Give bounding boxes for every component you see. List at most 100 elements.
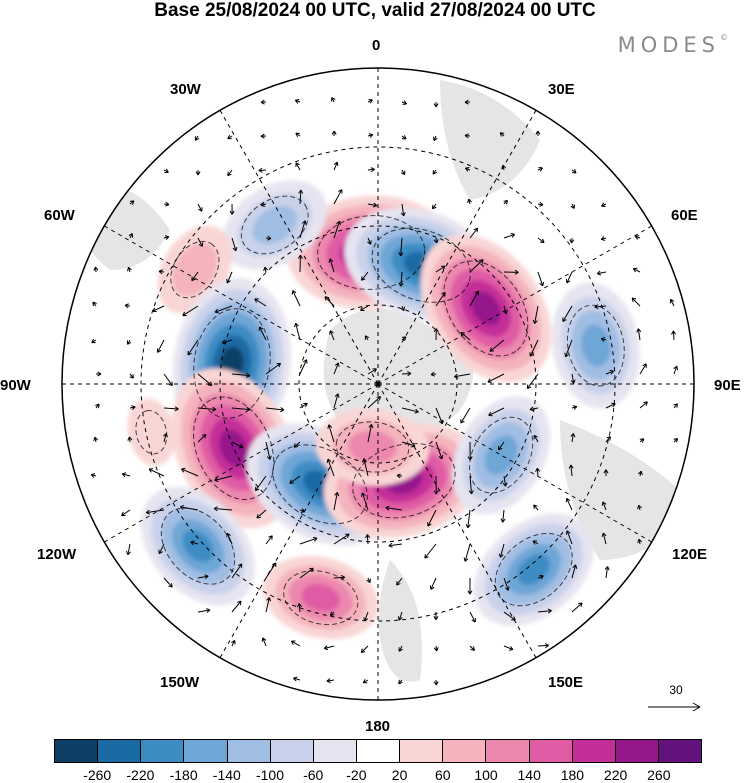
colorbar-tick-label: 260 <box>647 767 671 783</box>
wind-vector-arrow-icon <box>601 501 607 511</box>
wind-vector-arrow-icon <box>503 233 516 239</box>
wind-vector-arrow-icon <box>401 407 419 414</box>
wind-vector-arrow-icon <box>290 640 301 647</box>
height-contour <box>317 215 426 290</box>
wind-vector-arrow-icon <box>148 468 165 477</box>
wind-vector-arrow-icon <box>367 98 373 104</box>
height-contour <box>443 260 529 357</box>
wind-vector-arrow-icon <box>600 337 607 342</box>
wind-vector-arrow-icon <box>435 265 446 273</box>
wind-vector-arrow-icon <box>323 645 335 651</box>
latitude-circle <box>140 146 616 622</box>
wind-vector-arrow-icon <box>260 133 267 139</box>
wind-vector-arrow-icon <box>365 534 371 545</box>
wind-vector-arrow-icon <box>231 563 243 579</box>
anomaly-contour-fill <box>301 583 341 612</box>
wind-vector-arrow-icon <box>227 169 233 177</box>
wind-vector-arrow-icon <box>468 475 474 495</box>
wind-vector-arrow-icon <box>197 406 217 412</box>
wind-vector-arrow-icon <box>293 441 301 448</box>
wind-vector-arrow-icon <box>465 509 471 529</box>
wind-vector-arrow-icon <box>95 403 100 409</box>
wind-vector-arrow-icon <box>231 441 244 449</box>
wind-vector-arrow-icon <box>361 492 369 511</box>
wind-vector-arrow-icon <box>231 639 236 647</box>
wind-vector-arrow-icon <box>401 336 407 341</box>
wind-vector-arrow-icon <box>388 542 403 548</box>
wind-vector-arrow-icon <box>429 577 437 590</box>
height-contour <box>135 410 168 455</box>
wind-vector-arrow-icon <box>537 201 544 207</box>
wind-vector-arrow-icon <box>433 645 439 652</box>
wind-vector-arrow-icon <box>533 504 539 511</box>
wind-vector-arrow-icon <box>532 540 539 545</box>
wind-vector-arrow-icon <box>289 475 301 484</box>
colorbar-tick-label: -60 <box>303 767 324 783</box>
wind-vector-arrow-icon <box>487 373 505 383</box>
latitude-circle <box>219 225 537 543</box>
contour-layer <box>135 195 625 626</box>
colorbar-swatch <box>443 740 487 762</box>
wind-vector-arrow-icon <box>603 469 609 477</box>
wind-vector-arrow-icon <box>535 130 541 137</box>
latitude-circle <box>298 304 458 464</box>
colorbar-swatch <box>55 740 99 762</box>
anomaly-contour-fill <box>219 429 249 467</box>
wind-vector-arrow-icon <box>265 407 285 413</box>
wind-vector-arrow-icon <box>214 305 233 314</box>
lon-label-120e: 120E <box>672 546 708 563</box>
wind-vector-arrow-icon <box>537 574 544 580</box>
wind-vector-arrow-icon <box>433 475 439 495</box>
wind-vector-arrow-icon <box>570 373 576 384</box>
wind-vector-arrow-icon <box>213 506 233 512</box>
wind-vector-arrow-icon <box>367 202 378 208</box>
height-contour <box>193 308 271 419</box>
wind-vector-arrow-icon <box>565 497 573 511</box>
wind-vector-arrow-icon <box>158 543 165 555</box>
wind-vector-arrow-icon <box>639 438 645 443</box>
anomaly-contour-fill <box>252 205 298 245</box>
wind-vector-arrow-icon <box>673 403 678 409</box>
wind-vector-arrow-icon <box>569 237 575 244</box>
wind-vector-arrow-icon <box>121 472 131 478</box>
wind-vector-arrow-icon <box>464 167 471 172</box>
wind-vector-arrow-icon <box>398 237 404 257</box>
wind-vector-arrow-icon <box>401 135 407 140</box>
wind-vector-arrow-icon <box>191 271 199 282</box>
wind-vector-arrow-icon <box>673 365 679 375</box>
colorbar-swatch <box>529 740 573 762</box>
wind-vector-arrow-icon <box>367 133 374 138</box>
wind-vector-arrow-icon <box>187 339 199 356</box>
wind-vector-arrow-icon <box>326 458 335 477</box>
wind-vector-arrow-icon <box>503 199 508 205</box>
colorbar-tick-label: 60 <box>435 767 451 783</box>
wind-vector-arrow-icon <box>255 475 267 492</box>
wind-vector-arrow-icon <box>360 645 369 654</box>
height-contour <box>240 195 309 255</box>
height-contour <box>170 240 220 299</box>
wind-vector-arrow-icon <box>669 298 675 307</box>
lon-label-120w: 120W <box>37 546 77 563</box>
wind-vector-arrow-icon <box>634 235 641 240</box>
height-contour <box>352 442 456 519</box>
wind-vector-arrow-icon <box>265 441 272 460</box>
wind-vector-arrow-icon <box>537 271 545 287</box>
height-contour <box>494 532 573 607</box>
wind-vector-arrow-icon <box>295 132 301 138</box>
wind-vector-arrow-icon <box>362 678 369 684</box>
wind-vector-arrow-icon <box>330 611 335 617</box>
wind-vector-arrow-icon <box>424 543 437 559</box>
wind-vector-arrow-icon <box>398 679 403 685</box>
wind-vector-arrow-icon <box>488 407 505 417</box>
lon-label-150e: 150E <box>548 674 584 691</box>
wind-vector-arrow-icon <box>571 169 577 174</box>
wind-vector-arrow-icon <box>265 597 272 613</box>
wind-vector-arrow-icon <box>327 424 335 443</box>
wind-vector-arrow-icon <box>400 169 406 176</box>
wind-vector-arrow-icon <box>673 438 679 443</box>
wind-vector-arrow-icon <box>333 533 350 545</box>
wind-vector-arrow-icon <box>265 535 273 545</box>
wind-vector-arrow-icon <box>90 473 97 478</box>
wind-vector-arrow-icon <box>571 405 578 410</box>
wind-vector-layer <box>90 97 679 686</box>
